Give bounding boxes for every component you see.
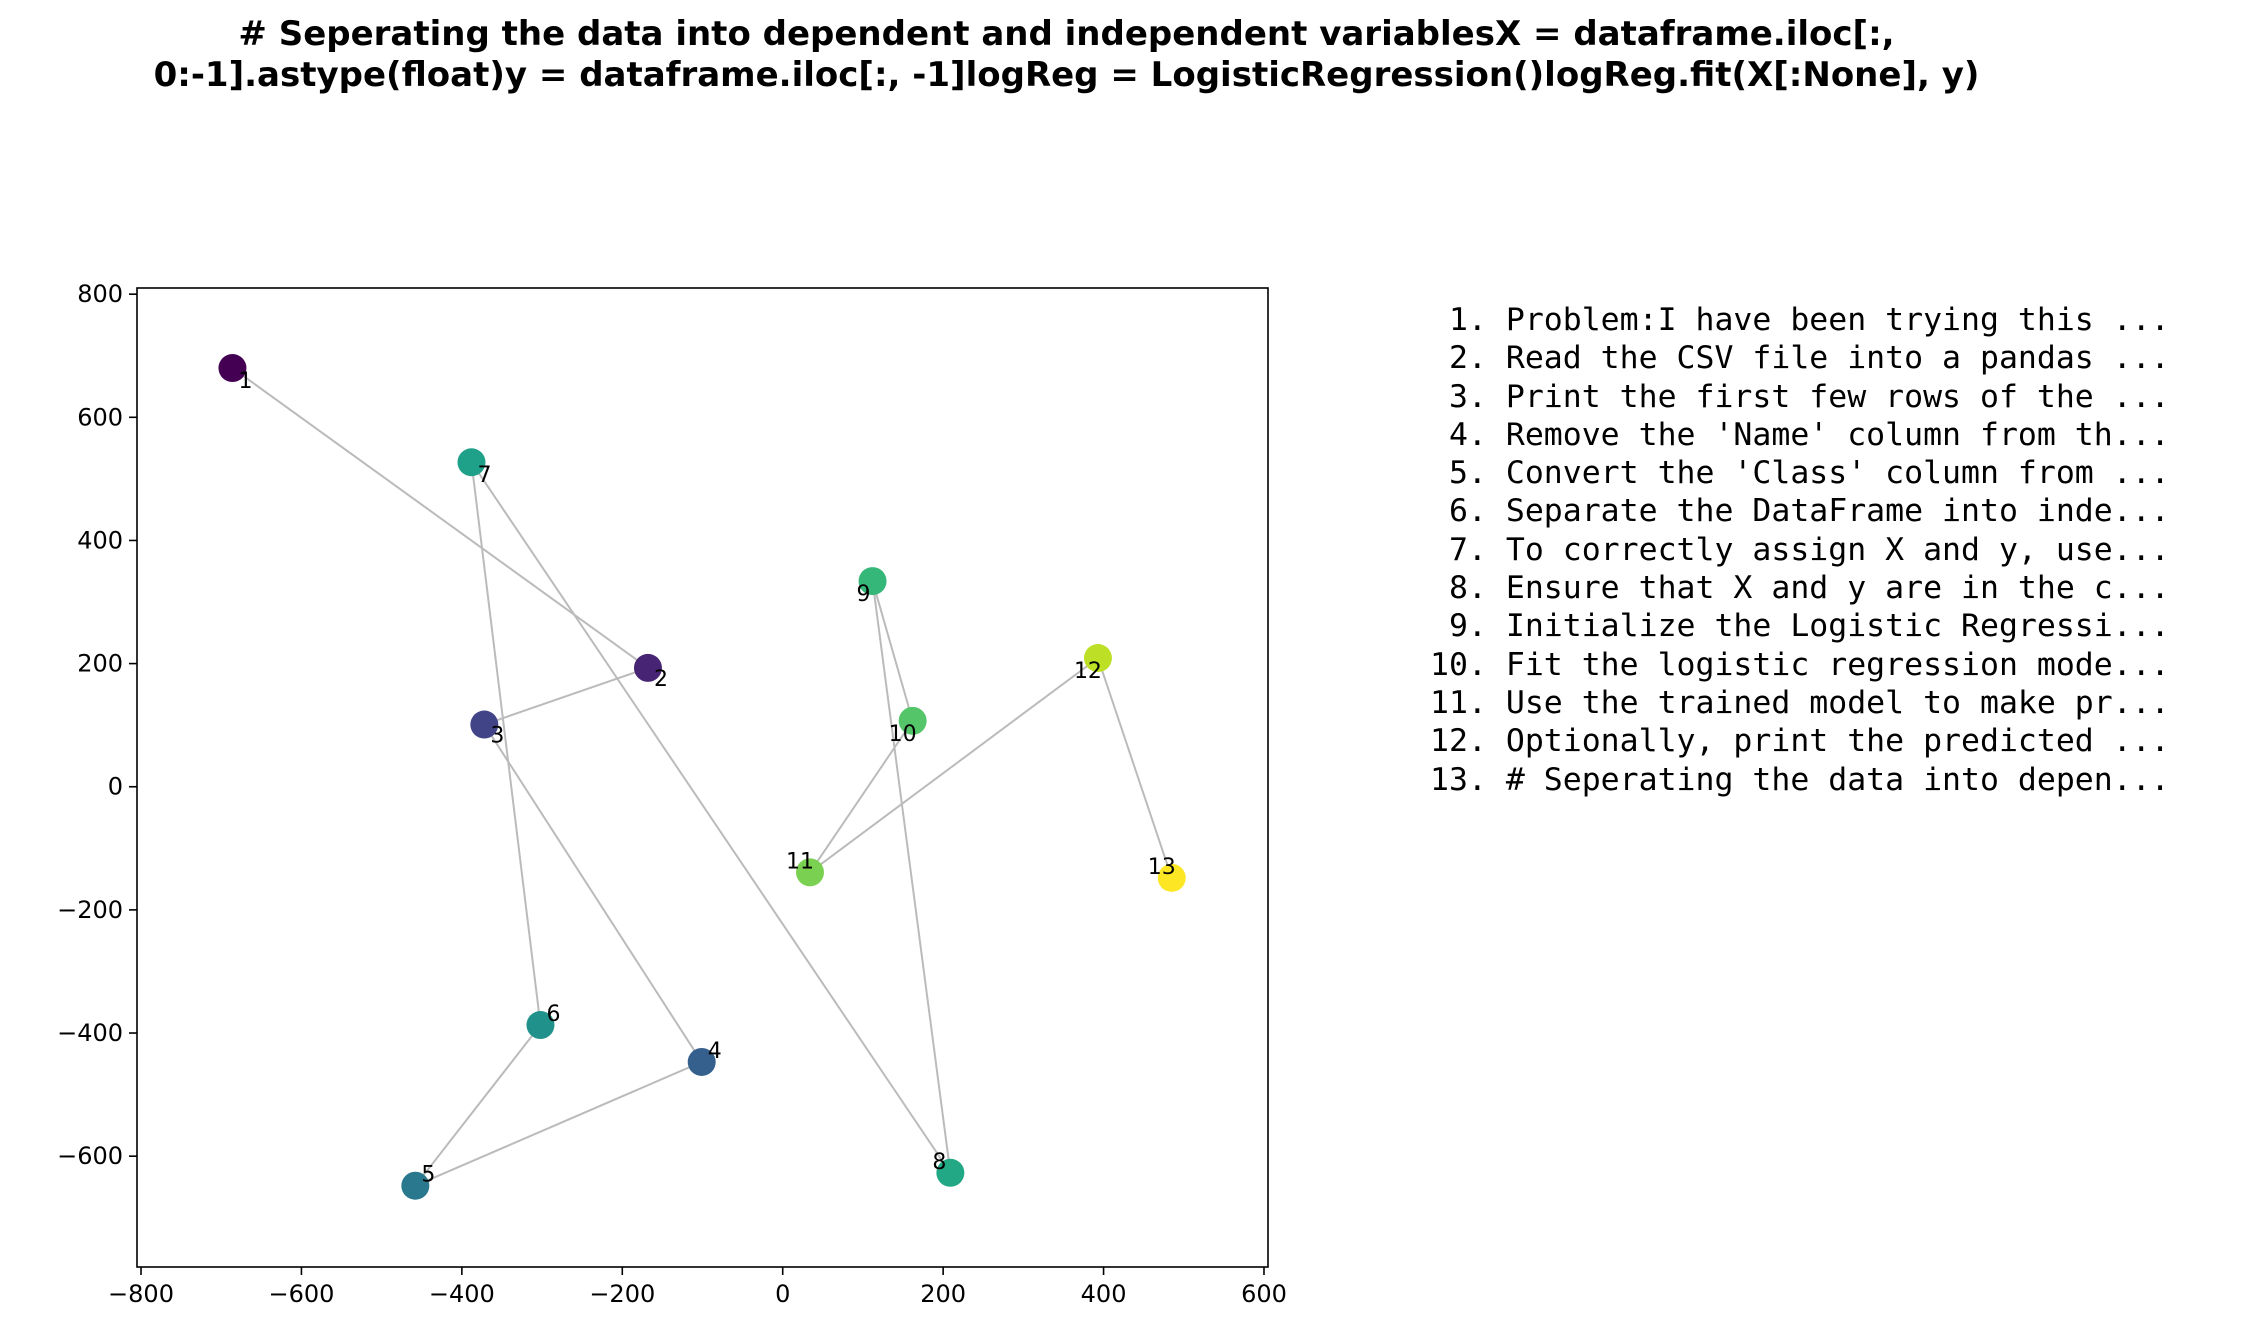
data-point-5 <box>401 1171 430 1200</box>
connector-line-8-9 <box>871 580 952 1173</box>
point-label-10: 10 <box>889 722 917 747</box>
x-tick-label: 0 <box>775 1280 790 1308</box>
chart-title-line-2: 0:-1].astype(float)y = dataframe.iloc[:,… <box>153 55 1980 95</box>
connector-line-6-7 <box>470 462 542 1026</box>
data-point-12 <box>1083 644 1112 673</box>
y-tick-label: 800 <box>77 280 123 308</box>
data-point-13 <box>1157 863 1186 892</box>
step-legend-item-4: 4. Remove the 'Name' column from th... <box>1430 416 2170 453</box>
y-tick-label: 600 <box>77 403 123 431</box>
data-point-8 <box>936 1158 965 1187</box>
point-label-7: 7 <box>477 463 491 488</box>
step-legend-item-11: 11. Use the trained model to make pr... <box>1430 684 2170 721</box>
y-tick-label: 400 <box>77 526 123 554</box>
x-tick-label: 600 <box>1241 1280 1287 1308</box>
data-point-6 <box>526 1011 555 1040</box>
connector-line-1-2 <box>231 367 649 669</box>
step-legend-item-9: 9. Initialize the Logistic Regressi... <box>1430 608 2170 645</box>
point-label-11: 11 <box>786 849 814 874</box>
chart-title-line-1: # Seperating the data into dependent and… <box>238 14 1895 54</box>
step-legend: 1. Problem:I have been trying this ... 2… <box>1430 301 2170 799</box>
y-tick-label: −400 <box>57 1019 123 1047</box>
data-points <box>218 354 1186 1200</box>
connector-line-9-10 <box>871 580 914 722</box>
x-tick-label: −600 <box>268 1280 334 1308</box>
point-label-13: 13 <box>1148 855 1176 880</box>
connector-line-12-13 <box>1097 657 1173 879</box>
connector-line-5-6 <box>414 1024 542 1187</box>
y-tick-label: 0 <box>108 773 123 801</box>
y-tick-label: −600 <box>57 1142 123 1170</box>
step-legend-item-6: 6. Separate the DataFrame into inde... <box>1430 493 2170 530</box>
data-point-4 <box>687 1047 716 1076</box>
chart-title: # Seperating the data into dependent and… <box>0 14 2133 96</box>
point-label-8: 8 <box>932 1150 946 1175</box>
y-axis-ticks: −600 −400 −200 0 200 400 600 800 <box>57 280 137 1170</box>
data-point-9 <box>858 567 887 596</box>
step-legend-item-5: 5. Convert the 'Class' column from ... <box>1430 455 2170 492</box>
plot-frame <box>136 287 1269 1268</box>
step-legend-item-10: 10. Fit the logistic regression mode... <box>1430 646 2170 683</box>
connector-line-3-4 <box>483 724 703 1063</box>
point-label-4: 4 <box>708 1039 722 1064</box>
data-point-2 <box>633 653 662 682</box>
y-tick-label: 200 <box>77 650 123 678</box>
data-point-10 <box>898 706 927 735</box>
connector-line-10-11 <box>809 720 914 873</box>
x-tick-label: −200 <box>589 1280 655 1308</box>
x-tick-label: −800 <box>108 1280 174 1308</box>
data-point-11 <box>795 858 824 887</box>
data-point-1 <box>218 354 247 383</box>
point-label-12: 12 <box>1074 659 1102 684</box>
point-label-5: 5 <box>421 1163 435 1188</box>
step-legend-item-2: 2. Read the CSV file into a pandas ... <box>1430 340 2170 377</box>
point-label-1: 1 <box>238 369 252 394</box>
connector-line-2-3 <box>483 666 649 726</box>
point-label-9: 9 <box>857 582 871 607</box>
step-legend-item-3: 3. Print the first few rows of the ... <box>1430 378 2170 415</box>
connector-lines <box>231 367 1173 1187</box>
data-point-7 <box>457 448 486 477</box>
point-label-3: 3 <box>490 724 504 749</box>
point-label-2: 2 <box>654 667 668 692</box>
data-point-3 <box>470 710 499 739</box>
x-axis-ticks: −800 −600 −400 −200 0 200 400 600 <box>108 1267 1287 1308</box>
connector-line-4-5 <box>414 1061 703 1187</box>
connector-line-7-8 <box>470 461 952 1174</box>
step-legend-item-8: 8. Ensure that X and y are in the c... <box>1430 570 2170 607</box>
y-tick-label: −200 <box>57 896 123 924</box>
step-legend-item-12: 12. Optionally, print the predicted ... <box>1430 723 2170 760</box>
x-tick-label: 200 <box>920 1280 966 1308</box>
connector-line-11-12 <box>809 657 1099 874</box>
step-legend-item-1: 1. Problem:I have been trying this ... <box>1430 302 2170 338</box>
x-tick-label: 400 <box>1081 1280 1127 1308</box>
x-tick-label: −400 <box>429 1280 495 1308</box>
step-legend-item-7: 7. To correctly assign X and y, use... <box>1430 531 2170 568</box>
step-legend-item-13: 13. # Seperating the data into depen... <box>1430 761 2170 798</box>
point-label-6: 6 <box>546 1002 560 1027</box>
